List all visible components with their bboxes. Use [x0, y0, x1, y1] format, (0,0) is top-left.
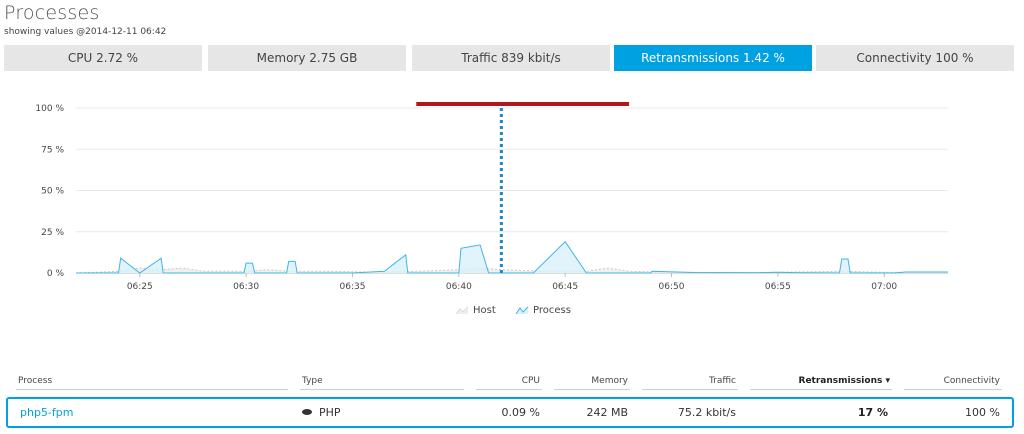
- column-label-process: Process: [16, 376, 55, 386]
- process-series-icon: [515, 306, 529, 315]
- process-cpu: 0.09 %: [501, 406, 540, 419]
- chart-legend: Host Process: [455, 305, 587, 319]
- column-label-type: Type: [300, 376, 325, 386]
- x-tick-label: 07:00: [871, 282, 897, 292]
- retransmissions-chart[interactable]: 100 % 75 % 50 % 25 % 0 % 06:25 06:30 06:35 06:40…: [0, 80, 1024, 330]
- legend-item-process[interactable]: Process: [515, 305, 571, 316]
- chart-canvas[interactable]: 100 % 75 % 50 % 25 % 0 % 06:25 06:30 06:35 06:40…: [0, 80, 1024, 305]
- column-header-memory[interactable]: Memory: [554, 372, 630, 390]
- table-row[interactable]: php5-fpm PHP 0.09 % 242 MB 75.2 kbit/s 1…: [6, 397, 1014, 428]
- process-traffic: 75.2 kbit/s: [677, 406, 736, 419]
- x-tick-label: 06:35: [340, 282, 366, 292]
- process-table-header: Process Type CPU Memory Traffic Retransm…: [16, 372, 1002, 390]
- x-tick-label: 06:25: [127, 282, 153, 292]
- php-icon: [302, 408, 312, 415]
- x-tick-label: 06:45: [552, 282, 578, 292]
- column-header-type[interactable]: Type: [300, 372, 464, 390]
- metric-tabs: CPU 2.72 % Memory 2.75 GB Traffic 839 kb…: [4, 45, 1014, 71]
- column-header-cpu[interactable]: CPU: [476, 372, 542, 390]
- column-label-retransmissions: Retransmissions ▾: [796, 376, 892, 386]
- process-series-area: [76, 241, 948, 273]
- process-type: PHP: [302, 399, 452, 426]
- column-label-cpu: CPU: [519, 376, 542, 386]
- column-header-process[interactable]: Process: [16, 372, 288, 390]
- x-tick-label: 06:55: [765, 282, 791, 292]
- column-header-connectivity[interactable]: Connectivity: [904, 372, 1002, 390]
- y-tick-label: 50 %: [41, 187, 64, 197]
- page-subtitle: showing values @2014-12-11 06:42: [4, 27, 167, 37]
- host-series-icon: [455, 306, 469, 315]
- tab-connectivity[interactable]: Connectivity 100 %: [816, 45, 1014, 71]
- y-tick-label: 100 %: [35, 104, 64, 114]
- legend-label-host: Host: [473, 305, 496, 316]
- legend-item-host[interactable]: Host: [455, 305, 496, 316]
- tab-retransmissions[interactable]: Retransmissions 1.42 %: [614, 45, 812, 71]
- legend-label-process: Process: [532, 305, 571, 316]
- x-tick-label: 06:30: [233, 282, 259, 292]
- process-memory: 242 MB: [586, 406, 628, 419]
- column-header-retransmissions[interactable]: Retransmissions ▾: [750, 372, 892, 390]
- tab-cpu[interactable]: CPU 2.72 %: [4, 45, 202, 71]
- column-header-traffic[interactable]: Traffic: [642, 372, 738, 390]
- process-name-link[interactable]: php5-fpm: [20, 406, 74, 419]
- column-label-traffic: Traffic: [706, 376, 738, 386]
- x-tick-label: 06:50: [659, 282, 685, 292]
- process-connectivity: 100 %: [965, 406, 1000, 419]
- y-tick-label: 75 %: [41, 145, 64, 155]
- tab-traffic[interactable]: Traffic 839 kbit/s: [412, 45, 610, 71]
- x-tick-label: 06:40: [446, 282, 472, 292]
- tab-memory[interactable]: Memory 2.75 GB: [208, 45, 406, 71]
- y-tick-label: 0 %: [47, 269, 65, 279]
- column-label-connectivity: Connectivity: [941, 376, 1002, 386]
- process-type-label: PHP: [319, 406, 341, 419]
- process-retransmissions: 17 %: [857, 406, 888, 419]
- process-series-line: [76, 240, 948, 274]
- y-tick-label: 25 %: [41, 228, 64, 238]
- page-title: Processes: [4, 2, 100, 24]
- column-label-memory: Memory: [589, 376, 630, 386]
